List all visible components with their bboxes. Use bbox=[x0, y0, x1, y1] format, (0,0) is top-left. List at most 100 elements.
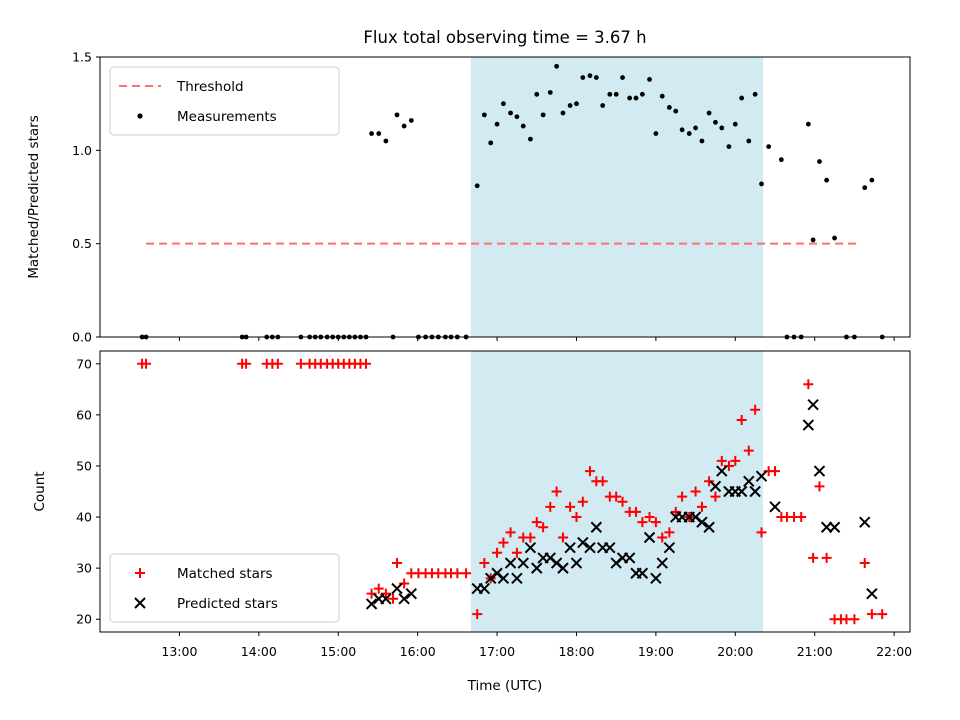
data-point-measurement bbox=[726, 144, 732, 150]
x-tick-label: 18:00 bbox=[558, 644, 594, 659]
data-point-measurement bbox=[633, 95, 639, 101]
y-axis-title: Count bbox=[32, 471, 48, 511]
data-point-measurement bbox=[732, 121, 738, 127]
data-point-matched bbox=[361, 358, 372, 369]
y-tick-label: 50 bbox=[76, 458, 92, 473]
data-point-predicted bbox=[531, 562, 543, 574]
data-point-measurement bbox=[699, 138, 705, 144]
y-tick-label: 1.0 bbox=[72, 143, 92, 158]
data-point-measurement bbox=[580, 75, 586, 80]
data-point-predicted bbox=[749, 485, 761, 498]
data-point-measurement bbox=[607, 91, 613, 97]
data-point-measurement bbox=[766, 144, 772, 150]
data-point-matched bbox=[637, 517, 648, 528]
x-tick-label: 16:00 bbox=[400, 644, 436, 659]
data-point-predicted bbox=[604, 541, 616, 554]
data-point-matched bbox=[577, 496, 588, 507]
data-point-matched bbox=[866, 609, 877, 620]
data-point-predicted bbox=[813, 465, 826, 477]
data-point-measurement bbox=[574, 101, 579, 107]
data-point-measurement bbox=[759, 181, 764, 187]
data-point-measurement bbox=[620, 75, 625, 80]
data-point-measurement bbox=[693, 125, 698, 131]
observing-span bbox=[470, 351, 764, 632]
data-point-matched bbox=[617, 496, 628, 507]
data-point-measurement bbox=[752, 91, 758, 97]
legend-label: Threshold bbox=[176, 79, 244, 95]
data-point-measurement bbox=[508, 110, 513, 116]
plot-frame bbox=[99, 56, 911, 338]
data-point-measurement bbox=[401, 123, 407, 129]
data-point-measurement bbox=[613, 91, 619, 97]
data-point-measurement bbox=[869, 177, 875, 183]
data-point-measurement bbox=[488, 140, 494, 146]
observing-span bbox=[470, 57, 764, 337]
data-point-matched bbox=[644, 512, 655, 523]
data-point-matched bbox=[461, 568, 472, 579]
x-tick-label: 19:00 bbox=[638, 644, 674, 659]
data-point-matched bbox=[141, 358, 152, 369]
data-point-predicted bbox=[802, 419, 815, 431]
legend-label: Matched stars bbox=[177, 566, 273, 582]
data-point-predicted bbox=[859, 516, 871, 528]
data-point-measurement bbox=[481, 112, 487, 118]
data-point-measurement bbox=[746, 138, 752, 144]
data-point-matched bbox=[770, 466, 780, 477]
data-point-predicted bbox=[398, 593, 410, 605]
y-tick-label: 30 bbox=[76, 561, 92, 576]
data-point-predicted bbox=[511, 572, 523, 585]
data-point-predicted bbox=[380, 593, 392, 605]
data-point-matched bbox=[565, 501, 576, 512]
data-point-measurement bbox=[805, 121, 811, 127]
data-point-predicted bbox=[716, 465, 728, 477]
data-point-predicted bbox=[650, 572, 662, 585]
data-point-matched bbox=[690, 486, 701, 497]
data-point-measurement bbox=[514, 114, 520, 120]
data-point-measurement bbox=[679, 127, 685, 133]
data-point-matched bbox=[545, 501, 556, 512]
y-tick-label: 0.5 bbox=[72, 236, 92, 251]
data-point-measurement bbox=[501, 101, 506, 107]
data-point-measurement bbox=[686, 131, 692, 136]
data-point-measurement bbox=[627, 95, 633, 101]
data-point-measurement bbox=[739, 95, 745, 101]
data-point-measurement bbox=[474, 183, 480, 189]
data-point-predicted bbox=[623, 552, 636, 564]
y-tick-label: 70 bbox=[76, 356, 92, 371]
plot-frame bbox=[99, 350, 911, 633]
data-point-matched bbox=[877, 609, 888, 620]
data-point-predicted bbox=[636, 567, 649, 579]
data-point-measurement bbox=[528, 136, 533, 142]
data-point-matched bbox=[399, 578, 410, 589]
data-point-matched bbox=[492, 547, 503, 558]
data-point-predicted bbox=[807, 398, 819, 411]
data-point-predicted bbox=[656, 557, 668, 569]
data-point-matched bbox=[538, 522, 549, 533]
data-point-measurement bbox=[383, 138, 389, 144]
y-tick-label: 40 bbox=[76, 510, 92, 525]
data-point-measurement bbox=[713, 119, 718, 125]
data-point-matched bbox=[756, 527, 767, 538]
data-point-measurement bbox=[394, 112, 400, 118]
data-point-matched bbox=[498, 537, 509, 548]
panel-counts: 20 30 40 50 60 70 13:00 14:00 15:00 16:00 17:00 18:… bbox=[32, 350, 912, 659]
data-point-matched bbox=[392, 558, 402, 569]
data-point-matched bbox=[373, 583, 384, 594]
data-point-matched bbox=[479, 558, 490, 569]
x-tick-label: 20:00 bbox=[717, 644, 753, 659]
legend-label: Measurements bbox=[177, 109, 277, 125]
data-point-matched bbox=[670, 506, 681, 517]
data-point-matched bbox=[743, 445, 754, 456]
data-point-predicted bbox=[584, 541, 596, 554]
data-point-predicted bbox=[866, 587, 878, 600]
data-point-matched bbox=[452, 568, 463, 579]
data-point-predicted bbox=[703, 521, 715, 533]
data-point-matched bbox=[730, 455, 741, 466]
data-point-measurement bbox=[408, 118, 414, 123]
data-point-matched bbox=[736, 414, 747, 425]
data-point-matched bbox=[821, 552, 832, 563]
data-point-predicted bbox=[391, 582, 403, 595]
data-point-predicted bbox=[663, 541, 676, 554]
data-point-measurement bbox=[659, 93, 665, 99]
